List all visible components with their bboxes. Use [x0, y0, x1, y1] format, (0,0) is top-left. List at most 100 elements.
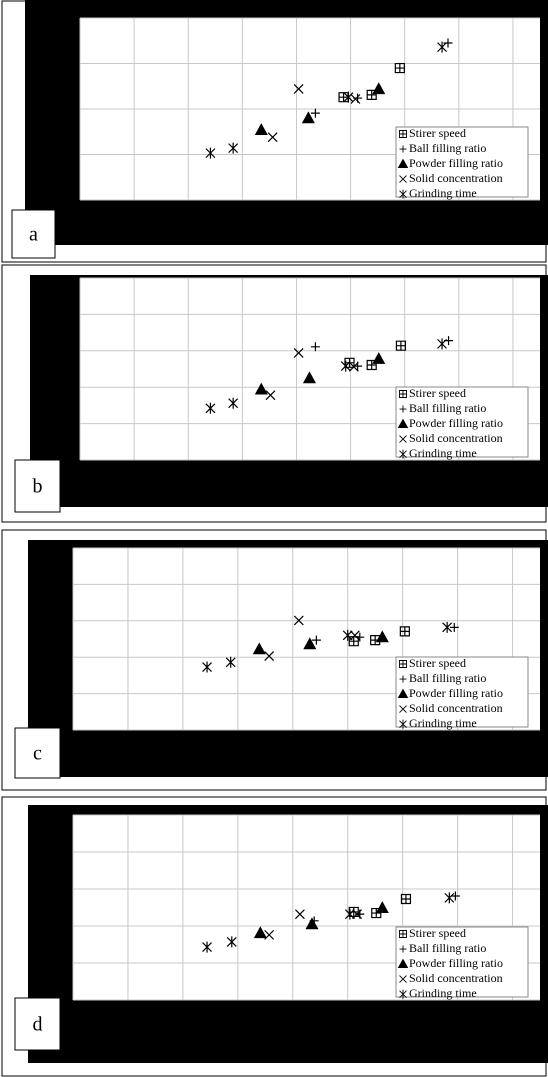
marker [443, 38, 453, 48]
marker [399, 175, 407, 183]
marker [366, 89, 377, 100]
legend-label: Stirer speed [409, 926, 466, 940]
marker [397, 158, 409, 169]
marker [310, 342, 320, 352]
legend-box [395, 656, 529, 728]
marker [399, 449, 407, 459]
marker [437, 41, 447, 53]
panel-label: b [33, 476, 43, 498]
marker [342, 629, 353, 641]
marker [395, 340, 407, 351]
legend-label: Ball filling ratio [409, 401, 486, 415]
marker [303, 637, 317, 650]
marker [399, 145, 407, 153]
panel-label: d [33, 1014, 43, 1036]
marker [366, 359, 377, 371]
legend-label: Powder filling ratio [409, 416, 503, 430]
marker [371, 907, 382, 919]
marker [293, 84, 304, 94]
marker [449, 622, 459, 632]
legend-label: Grinding time [409, 186, 477, 200]
marker [397, 418, 409, 429]
marker [205, 402, 216, 414]
marker [399, 660, 407, 668]
marker [267, 132, 278, 143]
legend-label: Ball filling ratio [409, 941, 486, 955]
legend-label: Powder filling ratio [409, 686, 503, 700]
legend-label: Solid concentration [409, 971, 503, 985]
marker [399, 930, 407, 938]
marker [293, 348, 304, 358]
marker [305, 917, 319, 930]
marker [253, 926, 267, 939]
marker [252, 642, 266, 655]
legend-label: Powder filling ratio [409, 156, 503, 170]
legend-label: Ball filling ratio [409, 141, 486, 155]
marker [254, 123, 268, 136]
legend-box [395, 126, 529, 198]
marker [399, 390, 407, 398]
marker [343, 91, 354, 103]
marker [450, 891, 460, 901]
marker [372, 82, 386, 95]
marker [399, 130, 407, 138]
marker [225, 656, 236, 668]
marker [400, 893, 412, 905]
marker [294, 909, 305, 920]
marker [375, 630, 389, 643]
marker [265, 390, 276, 401]
marker [399, 705, 407, 713]
marker [340, 360, 351, 372]
marker [202, 661, 212, 673]
legend-label: Solid concentration [409, 171, 503, 185]
panel-label: c [33, 743, 42, 765]
marker [301, 111, 315, 124]
marker [205, 147, 216, 159]
marker [399, 435, 407, 443]
marker [264, 929, 275, 940]
legend-label: Stirer speed [409, 386, 466, 400]
marker [399, 405, 407, 413]
marker [397, 958, 409, 969]
marker [228, 397, 239, 409]
marker [348, 636, 359, 647]
marker [349, 630, 360, 641]
marker [442, 621, 453, 633]
marker [264, 651, 275, 662]
marker [399, 945, 407, 953]
legend-label: Grinding time [409, 986, 477, 1000]
marker [437, 338, 447, 350]
marker [397, 688, 409, 699]
legend-box [395, 386, 529, 458]
marker [348, 361, 359, 372]
panel-label-box [14, 459, 61, 513]
legend-label: Solid concentration [409, 701, 503, 715]
marker [302, 371, 316, 384]
marker [352, 909, 362, 920]
legend-label: Powder filling ratio [409, 956, 503, 970]
legend-box [395, 926, 529, 998]
marker [399, 189, 407, 199]
panel-label-box [14, 997, 61, 1051]
marker [375, 901, 389, 913]
panel-label: a [29, 224, 38, 246]
marker [399, 626, 410, 637]
marker [344, 908, 355, 920]
marker [202, 941, 212, 953]
marker [399, 975, 407, 983]
marker [311, 635, 321, 645]
legend-label: Ball filling ratio [409, 671, 486, 685]
panel-label-box [11, 209, 56, 259]
marker [444, 892, 455, 904]
legend-label: Grinding time [409, 716, 477, 730]
marker [228, 142, 239, 154]
marker [293, 615, 304, 626]
marker [254, 382, 268, 395]
legend-label: Stirer speed [409, 126, 466, 140]
marker [310, 108, 320, 118]
